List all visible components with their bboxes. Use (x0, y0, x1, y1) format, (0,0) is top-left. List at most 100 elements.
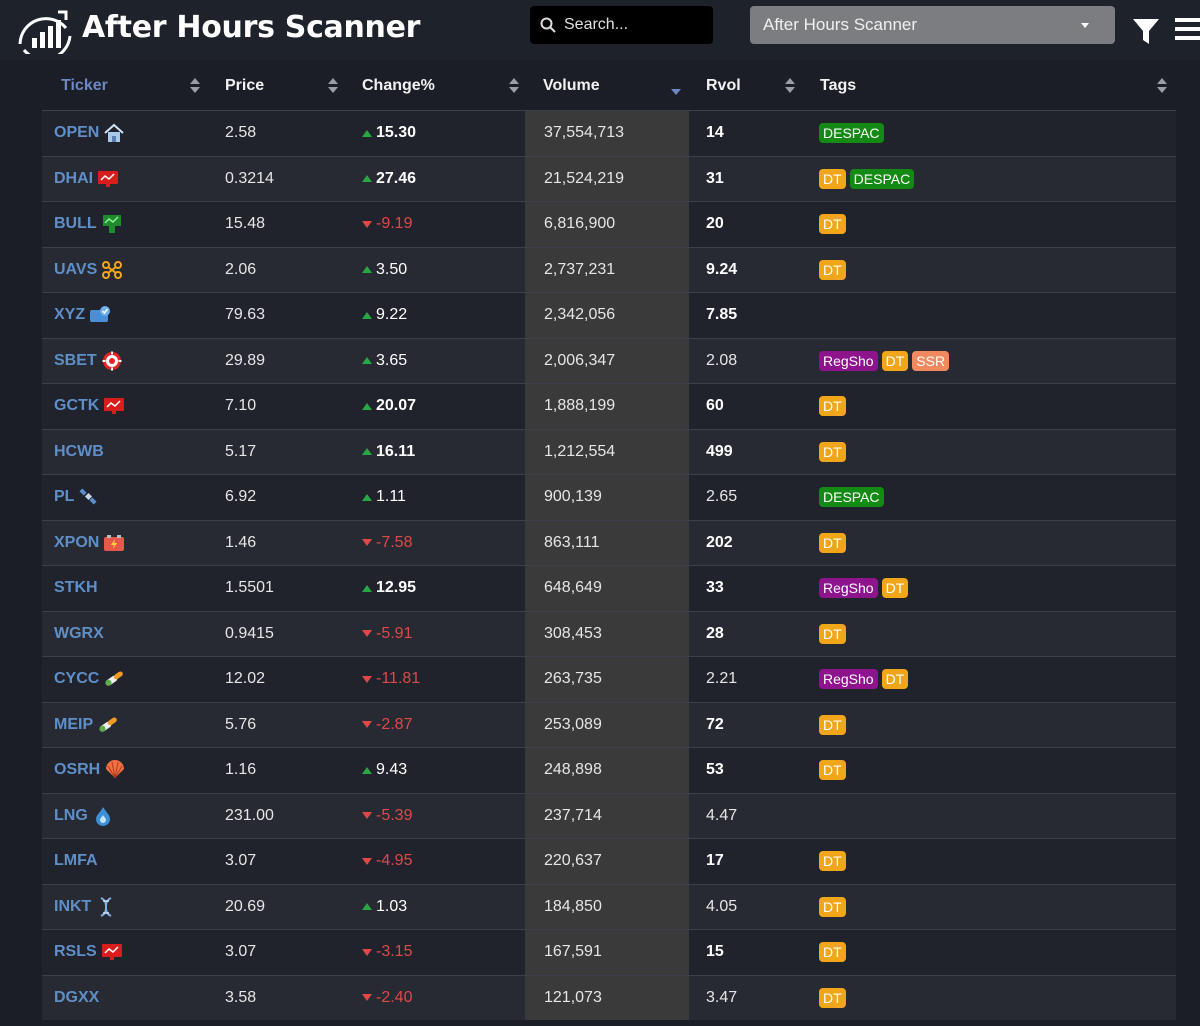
arrow-up-icon (362, 402, 372, 410)
change-value: 27.46 (376, 169, 417, 187)
ticker-symbol[interactable]: CYCC (54, 670, 100, 688)
search-box[interactable] (530, 6, 713, 44)
table-row[interactable]: SBET 29.89 3.65 2,006,347 2.08 RegSho DT S… (42, 337, 1176, 384)
ticker-symbol[interactable]: DGXX (54, 988, 100, 1006)
ticker-symbol[interactable]: XPON (54, 533, 100, 551)
ticker-cell[interactable]: OPEN (54, 111, 125, 156)
ticker-symbol[interactable]: OPEN (54, 124, 100, 142)
table-row[interactable]: LNG 231.00 -5.39 237,714 4.47 (42, 792, 1176, 839)
ticker-symbol[interactable]: INKT (54, 897, 92, 915)
tags-cell: DT (819, 839, 850, 884)
table-row[interactable]: HCWB 5.17 16.11 1,212,554 499 DT (42, 428, 1176, 475)
price-cell: 231.00 (225, 806, 274, 824)
ticker-symbol[interactable]: WGRX (54, 624, 104, 642)
ticker-cell[interactable]: LNG (54, 794, 114, 839)
arrow-up-icon (362, 311, 372, 319)
ticker-cell[interactable]: SBET (54, 339, 123, 384)
ticker-cell[interactable]: DHAI (54, 157, 119, 202)
ticker-cell[interactable]: STKH (54, 566, 98, 611)
volume-highlight (525, 247, 689, 292)
price-cell: 2.58 (225, 124, 257, 142)
arrow-down-icon (362, 948, 372, 956)
arrow-down-icon (362, 675, 372, 683)
stock-board-icon (101, 214, 123, 234)
column-header-change[interactable]: Change% (350, 61, 525, 110)
table-row[interactable]: RSLS 3.07 -3.15 167,591 15 DT (42, 929, 1176, 975)
ticker-cell[interactable]: XYZ (54, 293, 111, 338)
table-row[interactable]: XYZ 79.63 9.22 2,342,056 7.85 (42, 292, 1176, 338)
ticker-cell[interactable]: XPON (54, 521, 125, 566)
table-row[interactable]: INKT 20.69 1.03 184,850 4.05 DT (42, 883, 1176, 930)
ticker-cell[interactable]: PL (54, 475, 100, 520)
price-cell: 0.9415 (225, 624, 274, 642)
rvol-cell: 17 (706, 852, 724, 870)
hamburger-menu-icon[interactable] (1175, 18, 1200, 44)
table-row[interactable]: OSRH 1.16 9.43 248,898 53 DT (42, 747, 1176, 793)
volume-highlight (525, 384, 689, 429)
price-cell: 5.17 (225, 442, 257, 460)
ticker-symbol[interactable]: XYZ (54, 306, 86, 324)
table-row[interactable]: OPEN 2.58 15.30 37,554,713 14 DESPAC (42, 110, 1176, 156)
volume-highlight (525, 475, 689, 520)
ticker-symbol[interactable]: RSLS (54, 943, 97, 961)
filter-icon[interactable] (1132, 18, 1160, 46)
tags-cell: DESPAC (819, 475, 888, 520)
table-row[interactable]: DHAI 0.3214 27.46 21,524,219 31 DT DESPAC (42, 155, 1176, 202)
ticker-symbol[interactable]: PL (54, 488, 75, 506)
ticker-cell[interactable]: MEIP (54, 703, 119, 748)
table-row[interactable]: MEIP 5.76 -2.87 253,089 72 DT (42, 701, 1176, 748)
scanner-select[interactable]: After Hours Scanner (750, 6, 1115, 44)
ticker-symbol[interactable]: STKH (54, 579, 98, 597)
ticker-symbol[interactable]: GCTK (54, 397, 100, 415)
column-header-price[interactable]: Price (212, 61, 350, 110)
tags-cell: DT (819, 202, 850, 247)
table-row[interactable]: LMFA 3.07 -4.95 220,637 17 DT (42, 838, 1176, 884)
scanner-select-value: After Hours Scanner (763, 15, 918, 34)
table-row[interactable]: PL 6.92 1.11 900,139 2.65 DESPAC (42, 474, 1176, 520)
ticker-cell[interactable]: BULL (54, 202, 123, 247)
ticker-symbol[interactable]: HCWB (54, 442, 104, 460)
table-row[interactable]: BULL 15.48 -9.19 6,816,900 20 DT (42, 201, 1176, 247)
table-row[interactable]: UAVS 2.06 3.50 2,737,231 9.24 DT (42, 246, 1176, 293)
scanner-table: Ticker Price Change% Volume Rvol Tags OP… (42, 61, 1176, 1020)
table-row[interactable]: XPON 1.46 -7.58 863,111 202 DT (42, 519, 1176, 566)
ticker-cell[interactable]: RSLS (54, 930, 123, 975)
ticker-symbol[interactable]: OSRH (54, 761, 101, 779)
table-row[interactable]: CYCC 12.02 -11.81 263,735 2.21 RegSho DT (42, 656, 1176, 702)
ticker-cell[interactable]: WGRX (54, 612, 104, 657)
tag-badge: DT (819, 259, 846, 280)
table-row[interactable]: DGXX 3.58 -2.40 121,073 3.47 DT (42, 974, 1176, 1021)
column-header-volume[interactable]: Volume (525, 61, 689, 110)
column-header-tags[interactable]: Tags (803, 61, 1176, 110)
column-header-ticker[interactable]: Ticker (42, 61, 212, 110)
ticker-symbol[interactable]: SBET (54, 351, 97, 369)
volume-cell: 167,591 (544, 943, 602, 961)
table-row[interactable]: STKH 1.5501 12.95 648,649 33 RegSho DT (42, 565, 1176, 611)
ticker-symbol[interactable]: BULL (54, 215, 97, 233)
ticker-cell[interactable]: HCWB (54, 430, 104, 475)
column-header-rvol[interactable]: Rvol (689, 61, 803, 110)
ticker-symbol[interactable]: DHAI (54, 169, 94, 187)
table-row[interactable]: GCTK 7.10 20.07 1,888,199 60 DT (42, 383, 1176, 429)
table-row[interactable]: WGRX 0.9415 -5.91 308,453 28 DT (42, 610, 1176, 657)
tag-badge: DT (881, 578, 909, 599)
ticker-cell[interactable]: DGXX (54, 976, 99, 1021)
ticker-symbol[interactable]: UAVS (54, 260, 98, 278)
ticker-cell[interactable]: GCTK (54, 384, 125, 429)
change-value: 9.22 (376, 306, 408, 324)
ticker-cell[interactable]: OSRH (54, 748, 126, 793)
ticker-cell[interactable]: CYCC (54, 657, 125, 702)
ticker-symbol[interactable]: LNG (54, 806, 88, 824)
volume-highlight (525, 338, 689, 383)
ticker-cell[interactable]: UAVS (54, 248, 123, 293)
search-input[interactable] (564, 16, 704, 34)
tags-cell: DT (819, 930, 850, 975)
ticker-symbol[interactable]: LMFA (54, 852, 98, 870)
tag-badge: DESPAC (819, 487, 884, 508)
payment-card-icon (89, 305, 111, 325)
tag-badge: DT (819, 623, 846, 644)
change-value: -9.19 (376, 215, 413, 233)
ticker-cell[interactable]: INKT (54, 885, 117, 930)
ticker-symbol[interactable]: MEIP (54, 715, 94, 733)
ticker-cell[interactable]: LMFA (54, 839, 98, 884)
